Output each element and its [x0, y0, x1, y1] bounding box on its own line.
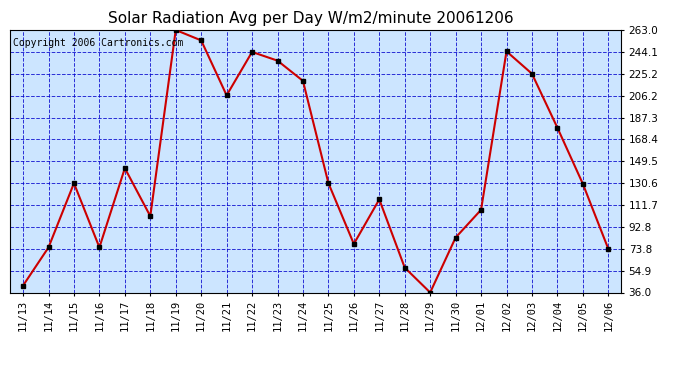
- Text: Solar Radiation Avg per Day W/m2/minute 20061206: Solar Radiation Avg per Day W/m2/minute …: [108, 11, 513, 26]
- Text: Copyright 2006 Cartronics.com: Copyright 2006 Cartronics.com: [13, 38, 184, 48]
